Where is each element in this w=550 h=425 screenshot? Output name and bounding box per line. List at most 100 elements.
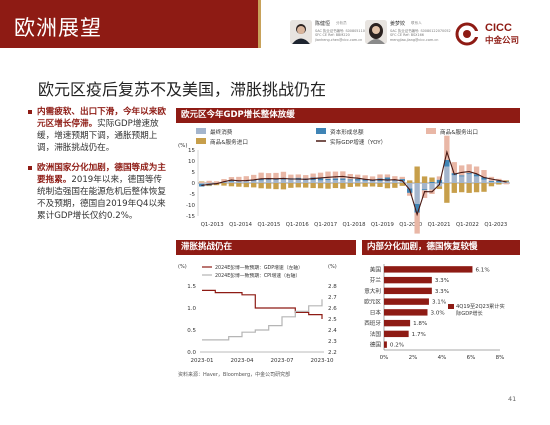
gdp-yoy-point [253, 179, 255, 181]
source-note: 资料来源：Haver，Bloomberg，中金公司研究部 [178, 372, 291, 378]
gdp-bar-segment [288, 174, 294, 179]
x-tick-label: Q1-2016 [286, 222, 310, 228]
gdp-bar-segment [228, 181, 235, 183]
x-tick-label: 2023-10 [311, 358, 334, 364]
gdp-bar-segment [481, 177, 487, 180]
gdp-yoy-point [260, 178, 262, 180]
x-tick-label: 2023-07 [271, 358, 294, 364]
legend-swatch [196, 138, 206, 144]
x-tick-label: Q1-2014 [229, 222, 253, 228]
gdp-bar-segment [199, 182, 205, 183]
gdp-bar-segment [466, 183, 472, 193]
y-tick-label: 5 [192, 170, 196, 176]
header-band [0, 0, 258, 48]
legend-swatch [448, 304, 454, 309]
divergence-chart: 美国 6.1% 芬兰 3.3% 意大利 3.3% 欧元区 3.1% 日本 3.0% 西班牙 1.8% 法… [364, 264, 505, 361]
page-number: 41 [508, 395, 517, 403]
gdp-bar-segment [377, 174, 383, 179]
gdp-bar-segment [355, 180, 361, 183]
gdp-bar-segment [407, 183, 413, 189]
gdp-bar-segment [466, 174, 472, 183]
gdp-bar-segment [317, 172, 324, 179]
analyst-email[interactable]: mengjiao.jiang@cicc.com.cn [390, 38, 439, 42]
avatar [365, 20, 387, 44]
gdp-bar-segment [206, 185, 212, 187]
gdp-bar-segment [459, 183, 465, 193]
analyst-email[interactable]: jianheng.chen@cicc.com.cn [315, 38, 363, 42]
gdp-bar-segment [488, 180, 495, 182]
gdp-yoy-point [364, 178, 366, 180]
gdp-bar-segment [496, 182, 502, 183]
gdp-bar-segment [325, 171, 331, 179]
gdp-bar-segment [221, 179, 227, 182]
gdp-bar-segment [466, 164, 472, 174]
gdp-bar-segment [325, 180, 331, 183]
gdp-bar-segment [481, 170, 487, 178]
gdp-bar-segment [369, 181, 376, 183]
person-icon [290, 20, 312, 44]
gdp-bar-segment [399, 181, 405, 183]
gdp-bar-segment [280, 183, 287, 190]
value-label: 3.0% [431, 310, 445, 316]
legend-swatch [196, 128, 206, 134]
gdp-bar-segment [421, 176, 428, 183]
gdp-forecast-line [202, 289, 323, 319]
gdp-bar-segment [392, 179, 398, 181]
value-label: 3.3% [435, 278, 449, 284]
gdp-bar-segment [251, 174, 257, 180]
gdp-bar-segment [280, 179, 287, 183]
bullet-text: 实际GDP增速放缓，增速预期下调，通胀预期上调，滞胀挑战仍在。 [37, 119, 159, 153]
gdp-bar-segment [392, 180, 398, 183]
bullet-lead: 欧洲国家分化加剧，德国等成为主要拖累。 [37, 163, 166, 185]
x-tick-label: 2% [409, 355, 418, 361]
gdp-yoy-point [424, 191, 426, 193]
gdp-bar-segment [295, 183, 301, 188]
gdp-bar-segment [377, 181, 383, 183]
gdp-yoy-point [312, 178, 314, 180]
gdp-bar-segment [459, 175, 465, 177]
analyst-cert: SAC 执业证书编号: S0080122070052 [390, 29, 451, 33]
bullet-point: 欧洲国家分化加剧，德国等成为主要拖累。2019年以来，德国等传统制造强国在能源危… [28, 162, 168, 222]
country-bar [384, 309, 428, 316]
gdp-bar-segment [473, 174, 480, 177]
analyst-name: 姜梦姣 [390, 21, 406, 27]
div-chart-title: 内部分化加剧，德国恢复较慢 [362, 240, 520, 255]
gdp-bar-segment [295, 174, 301, 178]
stag-chart-title: 滞胀挑战仍在 [176, 240, 356, 255]
gdp-bar-segment [473, 176, 480, 183]
value-label: 1.7% [412, 332, 426, 338]
gdp-yoy-point [461, 171, 463, 173]
legend-swatch [316, 128, 326, 134]
gdp-bar-segment [332, 178, 339, 181]
gdp-bar-segment [310, 180, 316, 183]
x-tick-label: Q1-2021 [428, 222, 451, 228]
gdp-bar-segment [303, 175, 309, 179]
gdp-bar-segment [414, 203, 420, 213]
gdp-bar-segment [399, 179, 405, 182]
gdp-yoy-point [394, 179, 396, 181]
gdp-bar-segment [421, 190, 428, 198]
gdp-yoy-point [453, 173, 455, 175]
legend-label: 2024E彭博一致预期：CPI增速（右轴） [215, 272, 300, 279]
category-label: 法国 [370, 330, 382, 338]
category-label: 芬兰 [370, 276, 382, 284]
country-bar [384, 287, 432, 295]
right-tick-label: 2.3 [328, 339, 337, 345]
gdp-bar-segment [199, 183, 205, 184]
gdp-bar-segment [503, 180, 509, 182]
analyst-name: 陈健恒 [315, 21, 331, 27]
value-label: 3.1% [432, 300, 446, 306]
gdp-yoy-point [409, 189, 411, 191]
right-axis-unit: (%) [328, 264, 337, 270]
x-tick-label: Q1-2022 [456, 222, 479, 228]
x-tick-label: Q1-2015 [257, 222, 280, 228]
gdp-bar-segment [377, 183, 383, 187]
x-tick-label: 0% [380, 355, 389, 361]
legend-label: 最终消费 [210, 128, 233, 136]
y-tick-label: 0 [192, 181, 196, 187]
gdp-bar-segment [436, 179, 443, 183]
stagflation-chart: (%) (%) 2024E彭博一致预期：GDP增速（左轴）2024E彭博一致预期：C… [178, 264, 337, 364]
gdp-bar-segment [436, 186, 443, 189]
gdp-yoy-point [223, 181, 225, 183]
